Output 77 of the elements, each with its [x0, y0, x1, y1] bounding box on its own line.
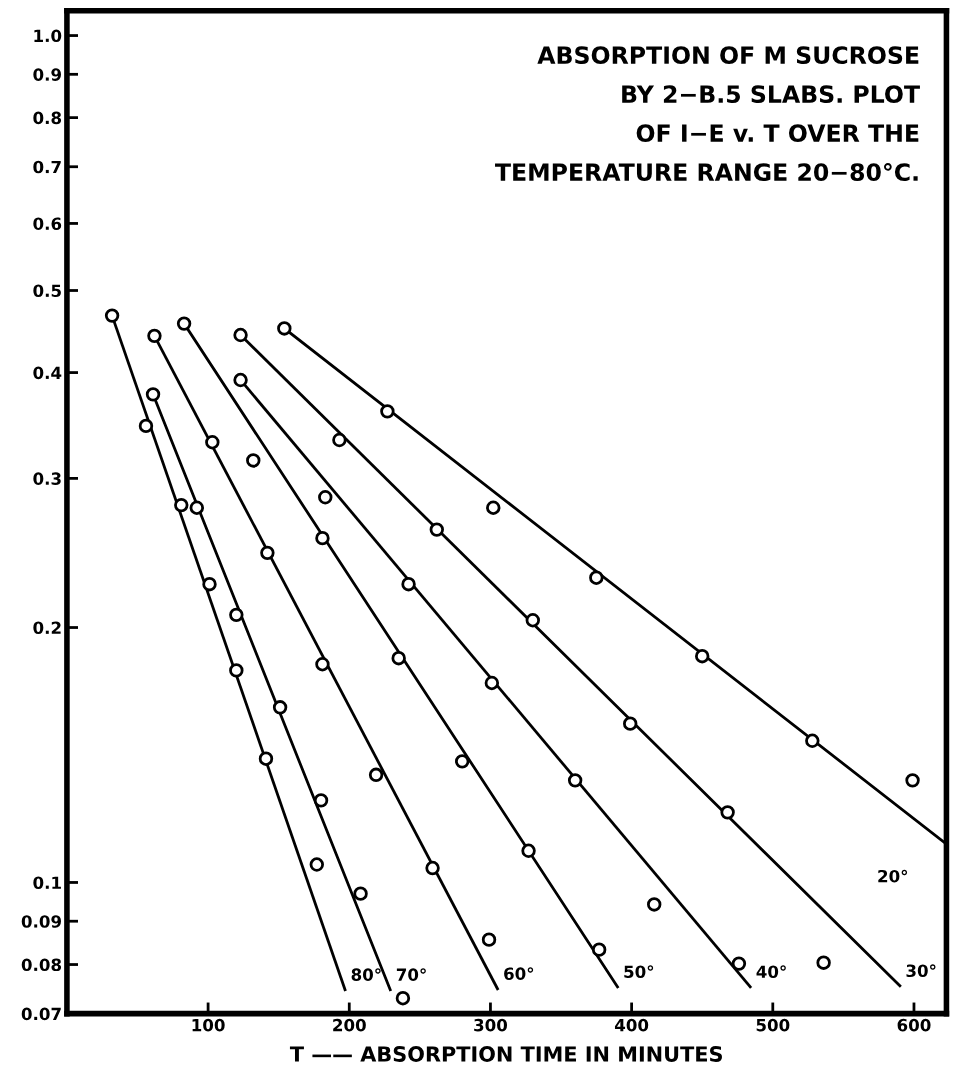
point: [525, 613, 540, 628]
point: [391, 650, 406, 666]
point: [368, 767, 384, 783]
y-tick-label: 0.7: [33, 160, 61, 174]
point: [229, 663, 244, 678]
x-tick-label: 500: [756, 1018, 790, 1032]
y-tick-label: 0.07: [21, 1007, 61, 1021]
point: [229, 607, 244, 623]
text: ABSORPTION OF M SUCROSE BY 2−B.5 SLABS. PLOT OF I−E v. T OVER THE TEMPERATURE RANGE 20−80°C.: [495, 46, 920, 182]
point: [313, 793, 329, 808]
y-tick-label: 0.9: [33, 68, 61, 81]
point: [272, 700, 288, 715]
point: [484, 675, 500, 691]
point: [246, 453, 261, 468]
point: [720, 805, 735, 820]
x-tick-label: 400: [614, 1018, 649, 1032]
y-tick-label: 1.0: [34, 29, 62, 43]
point: [905, 773, 920, 788]
series-label: 40°: [756, 965, 786, 979]
y-tick-label: 0.1: [33, 876, 61, 890]
series-label: 30°: [906, 964, 936, 978]
point: [401, 577, 416, 592]
point: [233, 372, 248, 388]
point: [481, 932, 497, 947]
y-tick-label: 0.4: [33, 366, 62, 380]
point: [486, 500, 501, 515]
point: [260, 545, 275, 561]
y-tick-label: 0.09: [21, 915, 61, 928]
x-axis-title: T —— ABSORPTION TIME IN MINUTES: [289, 1046, 722, 1062]
point: [174, 497, 189, 513]
text: 20°: [878, 869, 908, 883]
point: [731, 956, 747, 971]
point: [332, 432, 347, 448]
x-tick-label: 100: [192, 1018, 225, 1032]
point: [695, 648, 710, 664]
point: [277, 321, 292, 336]
point: [589, 570, 604, 585]
point: [147, 328, 162, 344]
y-tick-label: 0.08: [21, 958, 62, 972]
series-label: 80°: [351, 968, 381, 981]
point: [315, 657, 330, 672]
point: [202, 577, 217, 592]
point: [816, 955, 831, 970]
point: [647, 897, 662, 912]
point: [623, 716, 638, 731]
point: [805, 733, 820, 748]
y-tick-label: 0.2: [33, 621, 61, 635]
point: [380, 404, 395, 419]
point: [176, 316, 192, 331]
point: [591, 942, 607, 957]
point: [309, 857, 324, 872]
point: [205, 435, 220, 450]
point: [429, 522, 444, 537]
y-tick-label: 0.5: [33, 284, 61, 298]
y-tick-label: 0.8: [33, 111, 62, 125]
point: [258, 751, 274, 766]
point: [395, 991, 411, 1006]
series-label: 60°: [504, 967, 534, 980]
point: [455, 754, 470, 769]
y-tick-label: 0.3: [33, 472, 61, 485]
point: [145, 387, 161, 402]
series-label: 70°: [396, 968, 426, 981]
point: [315, 530, 330, 546]
point: [104, 308, 120, 323]
x-tick-label: 300: [474, 1018, 508, 1032]
point: [521, 843, 536, 858]
point: [138, 418, 154, 434]
point: [425, 860, 440, 876]
point: [233, 327, 248, 343]
x-tick-label: 200: [333, 1018, 366, 1032]
y-tick-label: 0.6: [33, 217, 62, 231]
series-label: 50°: [624, 965, 654, 979]
x-tick-label: 600: [897, 1018, 931, 1032]
point: [353, 886, 368, 901]
point: [189, 500, 204, 515]
point: [567, 773, 583, 788]
point: [318, 490, 333, 505]
